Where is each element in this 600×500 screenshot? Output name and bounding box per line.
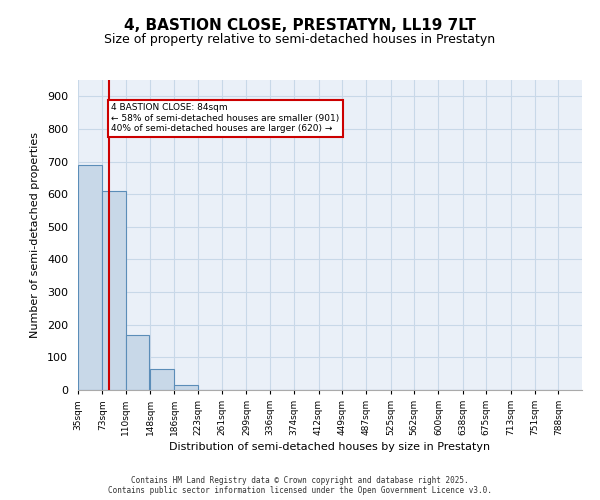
Y-axis label: Number of semi-detached properties: Number of semi-detached properties [30,132,40,338]
Bar [150,370,173,390]
Text: Contains HM Land Registry data © Crown copyright and database right 2025.
Contai: Contains HM Land Registry data © Crown c… [108,476,492,495]
Text: 4 BASTION CLOSE: 84sqm
← 58% of semi-detached houses are smaller (901)
40% of se: 4 BASTION CLOSE: 84sqm ← 58% of semi-det… [111,104,340,134]
Text: Size of property relative to semi-detached houses in Prestatyn: Size of property relative to semi-detach… [104,32,496,46]
Bar [175,385,198,390]
X-axis label: Distribution of semi-detached houses by size in Prestatyn: Distribution of semi-detached houses by … [169,442,491,452]
Text: 4, BASTION CLOSE, PRESTATYN, LL19 7LT: 4, BASTION CLOSE, PRESTATYN, LL19 7LT [124,18,476,32]
Bar [78,165,101,390]
Bar [102,191,126,390]
Bar [126,335,149,390]
